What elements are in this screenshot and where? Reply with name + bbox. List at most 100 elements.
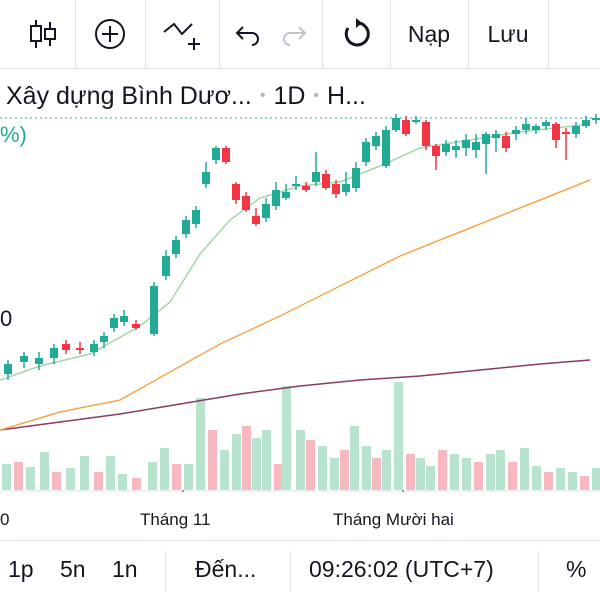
- range-1m-button[interactable]: 1p: [8, 556, 34, 582]
- volume-bar: [382, 450, 391, 490]
- legend-separator: •: [313, 87, 320, 104]
- volume-bar: [556, 468, 565, 490]
- candle-body: [422, 122, 430, 146]
- volume-bar: [520, 448, 529, 490]
- volume-bar: [394, 382, 403, 490]
- volume-bar: [306, 440, 315, 490]
- volume-bar: [94, 472, 103, 490]
- candle-body: [90, 344, 98, 352]
- volume-bar: [508, 462, 517, 490]
- volume-bar: [106, 456, 115, 490]
- legend-separator: •: [259, 87, 266, 104]
- volume-bar: [580, 476, 589, 490]
- volume-bar: [80, 456, 89, 490]
- time-label: 0: [0, 510, 10, 529]
- plus-circle-icon: [95, 19, 125, 49]
- price-scale-fragment: 0: [0, 306, 13, 331]
- candle-body: [522, 124, 530, 130]
- candle-body: [582, 120, 590, 126]
- volume-bar: [296, 430, 305, 490]
- volume-bar: [132, 478, 141, 490]
- candle-body: [182, 220, 190, 234]
- clock-timezone[interactable]: 09:26:02 (UTC+7): [309, 556, 494, 582]
- chart-type-button[interactable]: [10, 0, 74, 68]
- candle-body: [332, 184, 340, 194]
- candle-body: [312, 172, 320, 182]
- save-layout-button[interactable]: Lưu: [487, 20, 529, 47]
- candle-body: [492, 134, 500, 138]
- indicator-line-icon: [163, 22, 200, 50]
- candle-body: [222, 148, 230, 162]
- volume-bar: [362, 446, 371, 490]
- candle-body: [282, 192, 290, 198]
- candle-body: [242, 196, 250, 210]
- candle-body: [412, 120, 420, 122]
- undo-button[interactable]: [226, 0, 270, 68]
- candle-body: [302, 186, 310, 190]
- candle-body: [20, 356, 28, 362]
- load-layout-button[interactable]: Nạp: [407, 20, 451, 47]
- volume-bar: [14, 462, 23, 490]
- bottom-bar: 1p 5n 1n Đến... 09:26:02 (UTC+7) %: [0, 540, 600, 601]
- price-chart[interactable]: [0, 112, 600, 492]
- redo-button[interactable]: [272, 0, 316, 68]
- candle-body: [322, 174, 330, 188]
- volume-bar: [450, 454, 459, 490]
- volume-bar: [282, 386, 291, 490]
- candle-body: [592, 118, 600, 120]
- candle-body: [402, 120, 410, 134]
- reset-chart-button[interactable]: [323, 0, 389, 68]
- candle-body: [292, 184, 300, 186]
- volume-bar: [568, 472, 577, 490]
- volume-bar: [340, 450, 349, 490]
- percent-scale-toggle[interactable]: %: [566, 556, 587, 582]
- candle-body: [76, 348, 84, 350]
- volume-bar: [196, 398, 205, 490]
- candle-body: [512, 130, 520, 134]
- candlestick-icon: [30, 20, 56, 48]
- time-label: Tháng Mười hai: [333, 510, 454, 529]
- range-1d-button[interactable]: 1n: [112, 556, 138, 582]
- volume-bar: [532, 466, 541, 490]
- candle-body: [232, 184, 240, 200]
- volume-bar: [40, 452, 49, 490]
- symbol-name: Xây dựng Bình Dươ...: [6, 81, 252, 110]
- candle-body: [212, 148, 220, 160]
- candle-body: [50, 348, 58, 358]
- candle-body: [272, 190, 280, 206]
- interval-label: 1D: [273, 81, 306, 110]
- range-5d-button[interactable]: 5n: [60, 556, 86, 582]
- add-indicator-button[interactable]: [76, 0, 144, 68]
- refresh-icon: [344, 18, 370, 47]
- time-label: Tháng 11: [140, 510, 211, 529]
- moving-average-long: [0, 359, 591, 431]
- volume-bar: [474, 462, 483, 490]
- volume-bar: [486, 454, 495, 490]
- volume-bar: [118, 474, 127, 490]
- volume-bar: [318, 446, 327, 490]
- moving-average-mid: [0, 179, 591, 431]
- volume-bar: [160, 448, 169, 490]
- indicators-button[interactable]: [146, 0, 218, 68]
- candle-body: [502, 136, 510, 148]
- volume-bar: [184, 464, 193, 490]
- volume-bar: [406, 454, 415, 490]
- volume-bar: [496, 450, 505, 490]
- exchange-label: H...: [327, 81, 366, 110]
- candle-body: [262, 204, 270, 218]
- volume-bar: [26, 467, 35, 490]
- volume-bar: [252, 438, 261, 490]
- candle-body: [382, 130, 390, 166]
- candle-body: [150, 286, 158, 334]
- candle-body: [562, 132, 570, 134]
- volume-bar: [262, 430, 271, 490]
- candle-body: [172, 240, 180, 254]
- time-axis[interactable]: 0 Tháng 11 Tháng Mười hai: [0, 500, 600, 536]
- candle-body: [552, 124, 560, 140]
- volume-bar: [462, 458, 471, 490]
- candle-body: [192, 210, 200, 224]
- candle-body: [62, 344, 70, 350]
- undo-icon: [235, 26, 259, 46]
- goto-date-button[interactable]: Đến...: [195, 556, 257, 582]
- symbol-legend[interactable]: Xây dựng Bình Dươ... • 1D • H...: [0, 78, 366, 114]
